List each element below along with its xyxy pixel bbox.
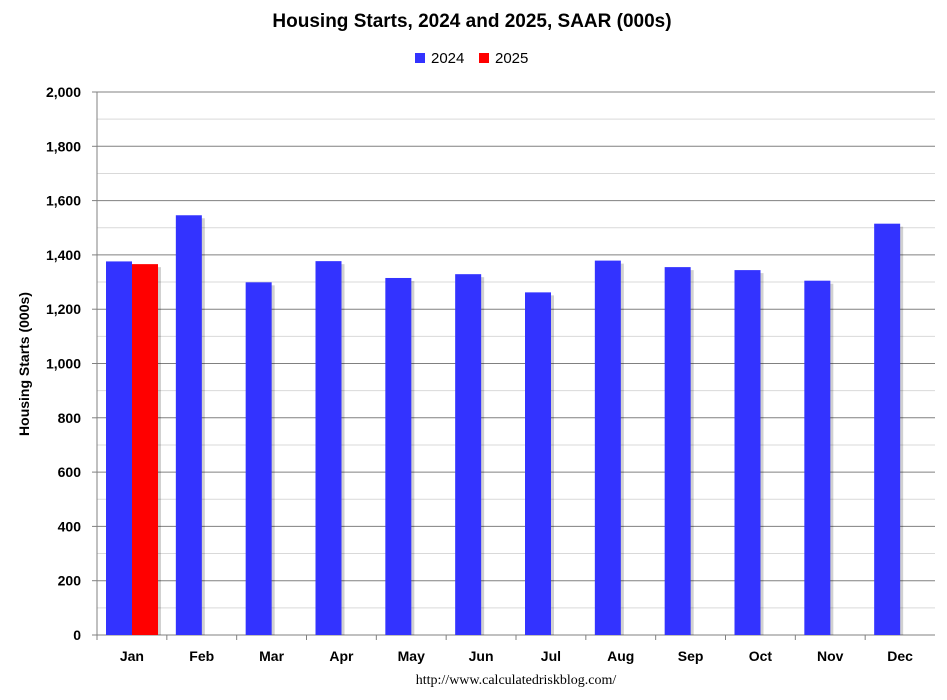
x-tick-label: Jul [541,648,561,664]
bar-2024-sep [664,267,691,635]
legend-label-2024: 2024 [431,50,464,67]
bar-2024-mar [245,282,272,635]
x-tick-label: Jan [120,648,144,664]
x-tick-label: Oct [749,648,773,664]
bars [106,215,904,636]
legend-label-2025: 2025 [495,50,528,67]
y-tick-label: 2,000 [46,84,81,100]
y-tick-label: 1,200 [46,301,81,317]
x-tick-label: Dec [887,648,913,664]
y-tick-label: 1,400 [46,247,81,263]
bar-2024-jul [525,292,551,635]
x-tick-label: Mar [259,648,284,664]
bar-2024-may [385,277,412,635]
y-tick-label: 1,000 [46,356,81,372]
x-tick-label: Feb [189,648,214,664]
y-tick-label: 1,600 [46,193,81,209]
legend: 2024 2025 [415,50,528,67]
x-tick-label: Apr [329,648,354,664]
y-tick-label: 600 [58,464,82,480]
y-axis-label: Housing Starts (000s) [16,292,32,436]
x-tick-label: Jun [469,648,494,664]
y-tick-label: 800 [58,410,82,426]
bar-2024-jan [106,261,132,635]
chart-title: Housing Starts, 2024 and 2025, SAAR (000… [272,11,671,32]
bar-2024-oct [734,270,761,635]
y-tick-label: 1,800 [46,138,81,154]
x-tick-label: Aug [607,648,634,664]
bar-2024-aug [594,260,621,635]
y-tick-label: 200 [58,573,82,589]
bar-2024-dec [874,223,901,636]
x-tick-label: May [398,648,425,664]
bar-2024-apr [315,261,342,635]
legend-swatch-2025 [479,53,489,63]
source-text: http://www.calculatedriskblog.com/ [416,673,617,688]
bar-2024-nov [804,280,831,635]
x-tick-label: Nov [817,648,844,664]
y-axis-ticks: 0 200 400 600 800 1,000 1,200 1,400 1,600 1,800 2,… [46,84,97,643]
legend-swatch-2024 [415,53,425,63]
x-tick-label: Sep [678,648,704,664]
y-tick-label: 0 [73,627,81,643]
y-tick-label: 400 [58,518,82,534]
bar-2024-jun [455,274,482,635]
bar-2024-feb [175,215,202,636]
x-axis-ticks: Jan Feb Mar Apr May Jun Jul Aug Sep Oct Nov Dec [96,635,913,664]
bar-2025-jan [132,264,158,635]
